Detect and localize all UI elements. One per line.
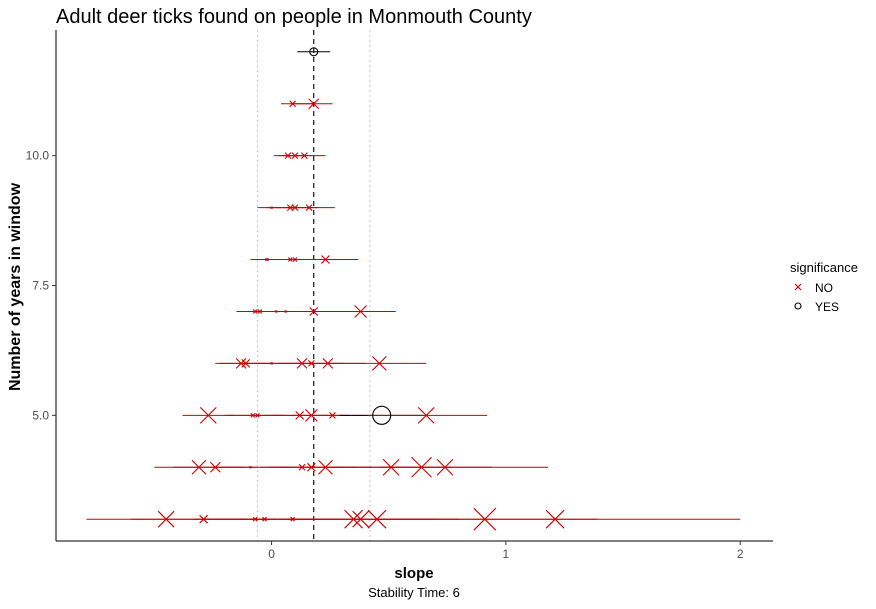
point-marker-no bbox=[257, 309, 263, 314]
point-marker-no bbox=[308, 98, 320, 110]
point-marker-yes bbox=[372, 405, 392, 425]
point-marker-no bbox=[371, 356, 387, 371]
point-marker-no bbox=[249, 465, 252, 469]
point-marker-no bbox=[305, 408, 318, 422]
legend-title: significance bbox=[790, 260, 858, 275]
y-tick-label: 10.0 bbox=[26, 149, 50, 163]
point-marker-no bbox=[309, 307, 319, 316]
point-marker-no bbox=[436, 458, 454, 476]
point-marker-no bbox=[252, 516, 258, 522]
point-marker-no bbox=[382, 458, 400, 476]
point-marker-no bbox=[473, 507, 497, 531]
point-marker-no bbox=[329, 411, 336, 419]
point-marker-no bbox=[321, 255, 330, 264]
point-marker-no bbox=[250, 412, 256, 418]
point-marker-no bbox=[290, 516, 296, 522]
point-marker-no bbox=[252, 309, 258, 314]
point-marker-no bbox=[191, 459, 207, 475]
point-marker-no bbox=[318, 459, 333, 475]
point-marker-no bbox=[292, 257, 298, 262]
legend-label-no: NO bbox=[815, 281, 833, 295]
chart-title: Adult deer ticks found on people in Monm… bbox=[56, 6, 532, 28]
data-points bbox=[157, 47, 565, 531]
x-axis-label: slope bbox=[394, 565, 433, 582]
y-axis-ticks: 5.0 7.5 10.0 bbox=[26, 149, 56, 422]
point-marker-no bbox=[411, 456, 432, 478]
point-marker-no bbox=[284, 310, 288, 313]
point-marker-no bbox=[255, 412, 260, 418]
point-marker-no bbox=[545, 509, 565, 529]
point-marker-no bbox=[287, 257, 293, 262]
point-marker-no bbox=[300, 152, 308, 160]
point-marker-no bbox=[305, 204, 313, 211]
chart-caption: Stability Time: 6 bbox=[368, 585, 460, 600]
point-marker-no bbox=[270, 362, 273, 365]
x-tick-label: 2 bbox=[737, 547, 744, 561]
point-marker-no bbox=[291, 204, 299, 211]
y-tick-label: 5.0 bbox=[32, 408, 49, 422]
point-marker-no bbox=[209, 461, 221, 473]
point-marker-no bbox=[322, 358, 334, 369]
legend-item-yes: YES bbox=[794, 300, 839, 314]
point-marker-no bbox=[367, 509, 387, 529]
point-marker-no bbox=[417, 406, 435, 424]
y-tick-label: 7.5 bbox=[32, 279, 49, 293]
legend-circle-marker-icon bbox=[794, 302, 802, 310]
x-tick-label: 1 bbox=[503, 547, 510, 561]
y-axis-label: Number of years in window bbox=[7, 182, 24, 391]
point-marker-no bbox=[307, 462, 316, 472]
point-marker-no bbox=[308, 360, 315, 367]
legend-item-no: NO bbox=[794, 281, 833, 295]
x-tick-label: 0 bbox=[268, 547, 275, 561]
point-marker-no bbox=[284, 152, 292, 160]
legend-label-yes: YES bbox=[815, 300, 839, 314]
point-marker-no bbox=[295, 410, 305, 420]
point-marker-no bbox=[199, 514, 209, 524]
point-marker-no bbox=[235, 358, 247, 369]
legend-x-marker-icon bbox=[794, 283, 802, 291]
point-marker-no bbox=[270, 206, 273, 209]
point-marker-no bbox=[241, 359, 251, 368]
point-marker-no bbox=[289, 100, 297, 108]
point-marker-no bbox=[264, 257, 269, 262]
point-marker-no bbox=[298, 463, 306, 471]
point-marker-no bbox=[354, 305, 367, 318]
point-marker-no bbox=[291, 152, 299, 160]
reference-lines bbox=[257, 30, 371, 541]
x-axis-ticks: 0 1 2 bbox=[268, 541, 744, 561]
point-marker-no bbox=[199, 406, 217, 424]
point-marker-no bbox=[262, 516, 267, 522]
point-marker-no bbox=[352, 510, 369, 528]
point-marker-no bbox=[296, 358, 308, 369]
legend: significance NO YES bbox=[790, 260, 858, 314]
point-marker-yes bbox=[309, 47, 319, 57]
point-marker-no bbox=[274, 310, 278, 313]
point-marker-no bbox=[344, 509, 363, 529]
point-marker-no bbox=[157, 510, 175, 528]
